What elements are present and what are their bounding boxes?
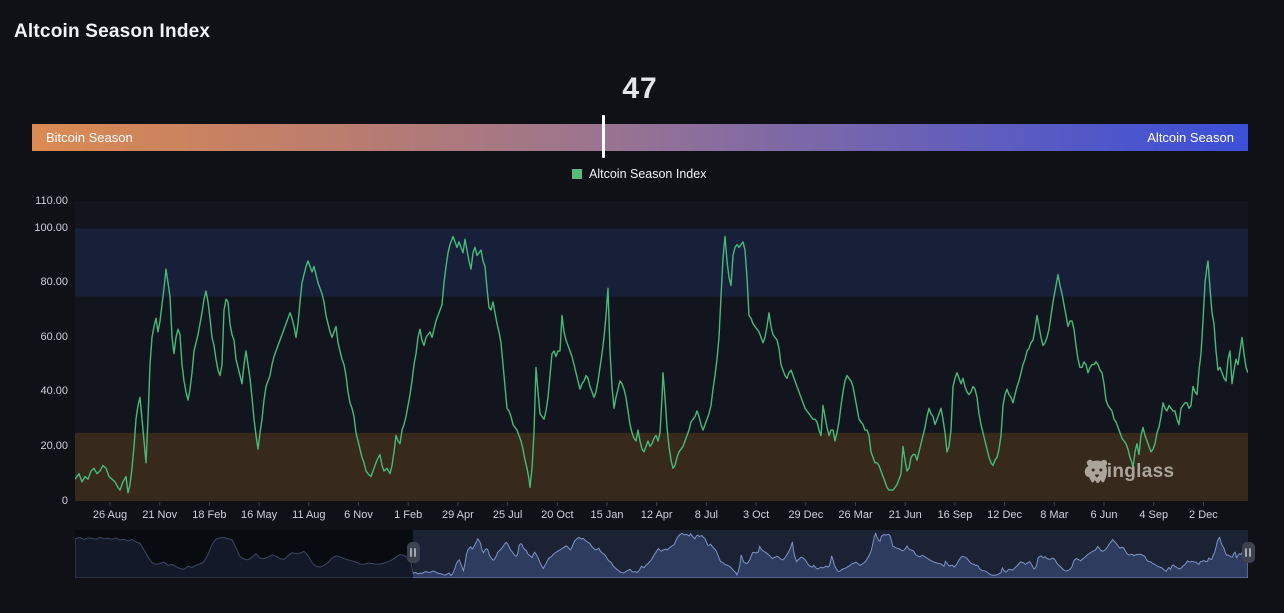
navigator-right-handle[interactable]: [1241, 542, 1255, 563]
gauge-marker: [602, 115, 606, 158]
coinglass-mascot-icon: [1086, 459, 1108, 484]
x-axis-tick-label: 11 Aug: [292, 509, 326, 521]
bitcoin-season-zone-band: [75, 432, 1248, 501]
altcoin-season-zone-band: [75, 228, 1248, 297]
y-axis-tick-label: 100.00: [34, 221, 68, 234]
altcoin-season-index-line: [75, 235, 1248, 494]
x-axis-tick-label: 21 Nov: [142, 509, 178, 521]
gauge-left-label: Bitcoin Season: [46, 130, 133, 145]
x-axis-tick-label: 16 May: [241, 509, 278, 521]
y-axis-tick-label: 20.00: [40, 439, 68, 452]
watermark-text: coinglass: [1084, 461, 1175, 482]
x-axis-tick-label: 1 Feb: [394, 509, 423, 521]
legend-label: Altcoin Season Index: [589, 167, 707, 181]
x-axis-tick-label: 29 Apr: [441, 509, 474, 521]
y-axis-tick-label: 60.00: [40, 330, 68, 343]
x-axis-tick-label: 20 Oct: [541, 509, 574, 521]
main-chart[interactable]: [75, 196, 1248, 508]
x-axis-tick-label: 21 Jun: [888, 509, 922, 521]
y-axis-tick-label: 110.00: [35, 194, 68, 207]
navigator-left-handle[interactable]: [406, 542, 420, 563]
pause-bars-icon: [1245, 548, 1247, 557]
x-axis-tick-label: 26 Aug: [92, 509, 128, 521]
gauge-right-label: Altcoin Season: [1147, 130, 1234, 145]
x-axis-tick-label: 6 Jun: [1090, 509, 1118, 521]
page-title: Altcoin Season Index: [14, 21, 211, 42]
pause-bars-icon: [414, 548, 416, 557]
legend-item-altcoin-season-index[interactable]: Altcoin Season Index: [572, 167, 706, 181]
gauge-value: 47: [622, 72, 658, 105]
x-axis-tick-label: 16 Sep: [937, 509, 973, 521]
navigator-chart[interactable]: [75, 530, 1248, 578]
x-axis-tick-label: 26 Mar: [838, 509, 873, 521]
x-axis-tick-label: 25 Jul: [492, 509, 523, 521]
x-axis-tick-label: 2 Dec: [1189, 509, 1218, 521]
x-axis-tick-label: 29 Dec: [788, 509, 824, 521]
y-axis-tick-label: 80.00: [40, 276, 68, 289]
x-axis-tick-label: 18 Feb: [192, 509, 227, 521]
x-axis-tick-label: 8 Mar: [1040, 509, 1069, 521]
y-axis-tick-label: 40.00: [40, 385, 68, 398]
pause-bars-icon: [1249, 548, 1251, 557]
x-axis-tick-label: 6 Nov: [344, 509, 373, 521]
x-axis-tick-label: 4 Sep: [1139, 509, 1169, 521]
x-axis-tick-label: 12 Dec: [987, 509, 1023, 521]
pause-bars-icon: [410, 548, 412, 557]
x-axis-tick-label: 12 Apr: [640, 509, 673, 521]
coinglass-watermark: coinglass: [1084, 459, 1175, 484]
legend-swatch-icon: [572, 169, 582, 179]
y-axis-tick-label: 0: [61, 494, 68, 507]
season-gauge-bar: Bitcoin Season Altcoin Season: [32, 124, 1248, 151]
navigator-unselected-dim: [75, 530, 413, 578]
x-axis-tick-label: 8 Jul: [694, 509, 719, 521]
x-axis-tick-label: 15 Jan: [590, 509, 624, 521]
navigator-selected-range[interactable]: [413, 530, 1248, 578]
x-axis-tick-label: 3 Oct: [742, 509, 770, 521]
